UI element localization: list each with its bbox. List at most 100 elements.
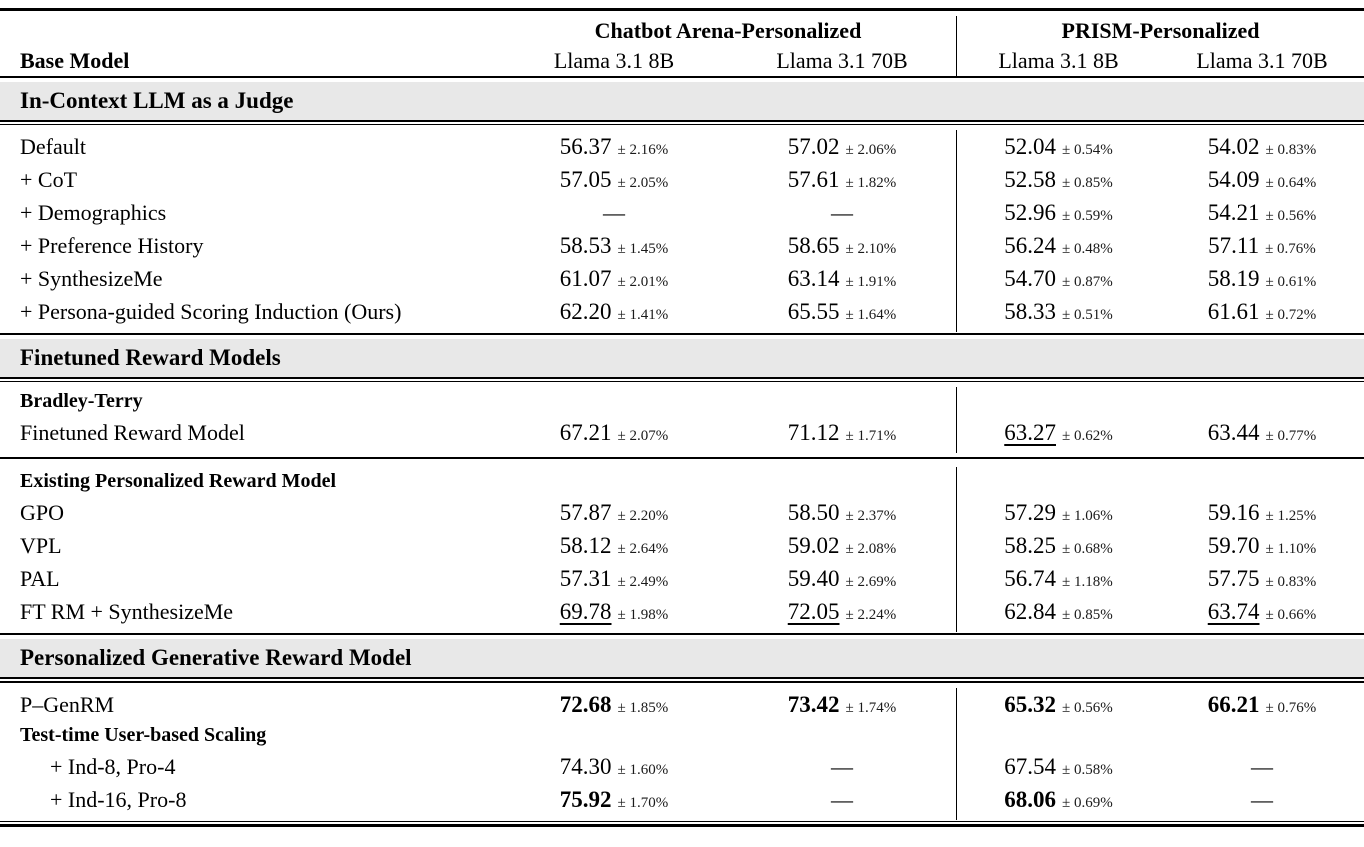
value-cell: — xyxy=(1160,750,1364,787)
score-stderr: ± 0.59% xyxy=(1062,208,1113,225)
score-stderr: ± 2.20% xyxy=(617,508,669,525)
table-row: P–GenRM 72.68 ± 1.85% 73.42 ± 1.74% 65.32 ± 0.… xyxy=(0,687,1364,725)
score-value: 67.21 xyxy=(559,420,612,446)
score-stderr: ± 1.60% xyxy=(617,761,669,778)
score-stderr: ± 2.69% xyxy=(845,574,897,591)
value-cell: 61.61 ± 0.72% xyxy=(1160,295,1364,332)
score-stderr: ± 0.61% xyxy=(1265,274,1317,291)
value-cell: 68.06 ± 0.69% xyxy=(956,782,1160,820)
score-stderr: ± 0.68% xyxy=(1062,541,1113,558)
score-stderr: ± 0.54% xyxy=(1062,142,1113,159)
score-stderr: ± 2.10% xyxy=(845,241,897,258)
value-cell: 52.04 ± 0.54% xyxy=(956,130,1160,168)
section-rule-above xyxy=(0,333,1364,336)
value-cell xyxy=(728,721,956,750)
missing-value-dash: — xyxy=(603,200,625,226)
score-value: 59.16 xyxy=(1207,500,1260,526)
score-stderr: ± 1.06% xyxy=(1062,508,1113,525)
score-value: 72.05 xyxy=(787,599,840,625)
value-cell: 72.05 ± 2.24% xyxy=(728,595,956,632)
score-stderr: ± 2.49% xyxy=(617,574,669,591)
value-cell: 63.14 ± 1.91% xyxy=(728,262,956,299)
value-cell: 59.70 ± 1.10% xyxy=(1160,529,1364,566)
score-value: 52.04 xyxy=(1004,134,1056,160)
score-value: 63.14 xyxy=(787,266,840,292)
table-row: + Persona-guided Scoring Induction (Ours… xyxy=(0,295,1364,333)
score-value: 65.55 xyxy=(787,299,840,325)
row-label: VPL xyxy=(20,533,62,559)
value-cell xyxy=(1160,721,1364,750)
section-header: Finetuned Reward Models xyxy=(0,339,1364,378)
value-cell: 58.33 ± 0.51% xyxy=(956,295,1160,333)
score-value: 57.29 xyxy=(1004,500,1056,526)
table-row: VPL 58.12 ± 2.64% 59.02 ± 2.08% 58.25 ± 0.68% 5… xyxy=(0,529,1364,567)
score-value: 57.31 xyxy=(559,566,612,592)
score-value: 57.11 xyxy=(1208,233,1260,259)
value-cell: 58.19 ± 0.61% xyxy=(1160,262,1364,299)
section-rule-above xyxy=(0,76,1364,78)
row-label: + Ind-16, Pro-8 xyxy=(50,786,187,812)
table-row: FT RM + SynthesizeMe 69.78 ± 1.98% 72.05 ± 2… xyxy=(0,595,1364,633)
score-value: 63.74 xyxy=(1207,599,1260,625)
score-value: 54.21 xyxy=(1207,200,1260,226)
header-column-row: Base Model Llama 3.1 8B Llama 3.1 70B Ll… xyxy=(0,46,1364,76)
value-cell: 69.78 ± 1.98% xyxy=(500,595,728,632)
header-spacer xyxy=(0,16,500,46)
table-row: + SynthesizeMe 61.07 ± 2.01% 63.14 ± 1.91% 54… xyxy=(0,262,1364,300)
score-value: 59.70 xyxy=(1207,533,1260,559)
score-value: 54.02 xyxy=(1207,134,1260,160)
row-label: GPO xyxy=(20,500,65,526)
value-cell: 62.84 ± 0.85% xyxy=(956,595,1160,633)
column-header-prism-70b: Llama 3.1 70B xyxy=(1196,48,1328,73)
score-value: 65.32 xyxy=(1004,691,1056,717)
score-value: 56.37 xyxy=(559,134,612,160)
value-cell: 74.30 ± 1.60% xyxy=(500,750,728,787)
score-stderr: ± 1.18% xyxy=(1062,574,1113,591)
group-header-prism: PRISM-Personalized xyxy=(956,16,1364,46)
table-top-rule xyxy=(0,8,1364,11)
section-rule-below xyxy=(0,377,1364,380)
score-value: 69.78 xyxy=(559,599,612,625)
value-cell: 57.29 ± 1.06% xyxy=(956,496,1160,534)
score-stderr: ± 0.48% xyxy=(1062,241,1113,258)
score-stderr: ± 0.83% xyxy=(1265,142,1317,159)
row-label: PAL xyxy=(20,566,60,592)
table-row: Finetuned Reward Model 67.21 ± 2.07% 71.12 ±… xyxy=(0,416,1364,454)
score-value: 67.54 xyxy=(1004,753,1056,779)
table-row: + Preference History 58.53 ± 1.45% 58.65 ± 2… xyxy=(0,229,1364,267)
score-value: 59.40 xyxy=(787,566,840,592)
table-row: + Ind-16, Pro-8 75.92 ± 1.70% — 68.06 ± 0.69%… xyxy=(0,782,1364,820)
value-cell: 57.31 ± 2.49% xyxy=(500,562,728,599)
section-rule-above xyxy=(0,633,1364,636)
score-stderr: ± 1.25% xyxy=(1265,508,1317,525)
value-cell xyxy=(956,467,1160,497)
score-value: 62.20 xyxy=(559,299,612,325)
score-value: 63.27 xyxy=(1004,420,1056,446)
value-cell: 57.87 ± 2.20% xyxy=(500,496,728,533)
value-cell: 62.20 ± 1.41% xyxy=(500,295,728,332)
row-label: Finetuned Reward Model xyxy=(20,420,245,446)
value-cell: 56.37 ± 2.16% xyxy=(500,130,728,167)
table-section-rows: Existing Personalized Reward Model GPO 57.… xyxy=(0,462,1364,633)
table-header: Chatbot Arena-Personalized PRISM-Persona… xyxy=(0,11,1364,76)
value-cell: — xyxy=(728,750,956,787)
score-value: 61.61 xyxy=(1207,299,1260,325)
section-rule-below-2 xyxy=(0,681,1364,683)
value-cell: — xyxy=(1160,783,1364,820)
score-value: 61.07 xyxy=(559,266,612,292)
table-row: + Ind-8, Pro-4 74.30 ± 1.60% — 67.54 ± 0.58% — xyxy=(0,749,1364,787)
score-value: 56.24 xyxy=(1004,233,1056,259)
score-value: 68.06 xyxy=(1004,786,1056,812)
score-value: 58.50 xyxy=(787,500,840,526)
value-cell: 58.25 ± 0.68% xyxy=(956,529,1160,567)
value-cell: 56.24 ± 0.48% xyxy=(956,229,1160,267)
score-stderr: ± 2.06% xyxy=(845,142,897,159)
value-cell: 58.50 ± 2.37% xyxy=(728,496,956,533)
score-stderr: ± 1.10% xyxy=(1265,541,1317,558)
row-label: + SynthesizeMe xyxy=(20,266,163,292)
score-value: 58.33 xyxy=(1004,299,1056,325)
score-stderr: ± 0.72% xyxy=(1265,307,1317,324)
score-stderr: ± 0.69% xyxy=(1062,794,1113,811)
value-cell: 66.21 ± 0.76% xyxy=(1160,688,1364,725)
value-cell xyxy=(500,721,728,750)
